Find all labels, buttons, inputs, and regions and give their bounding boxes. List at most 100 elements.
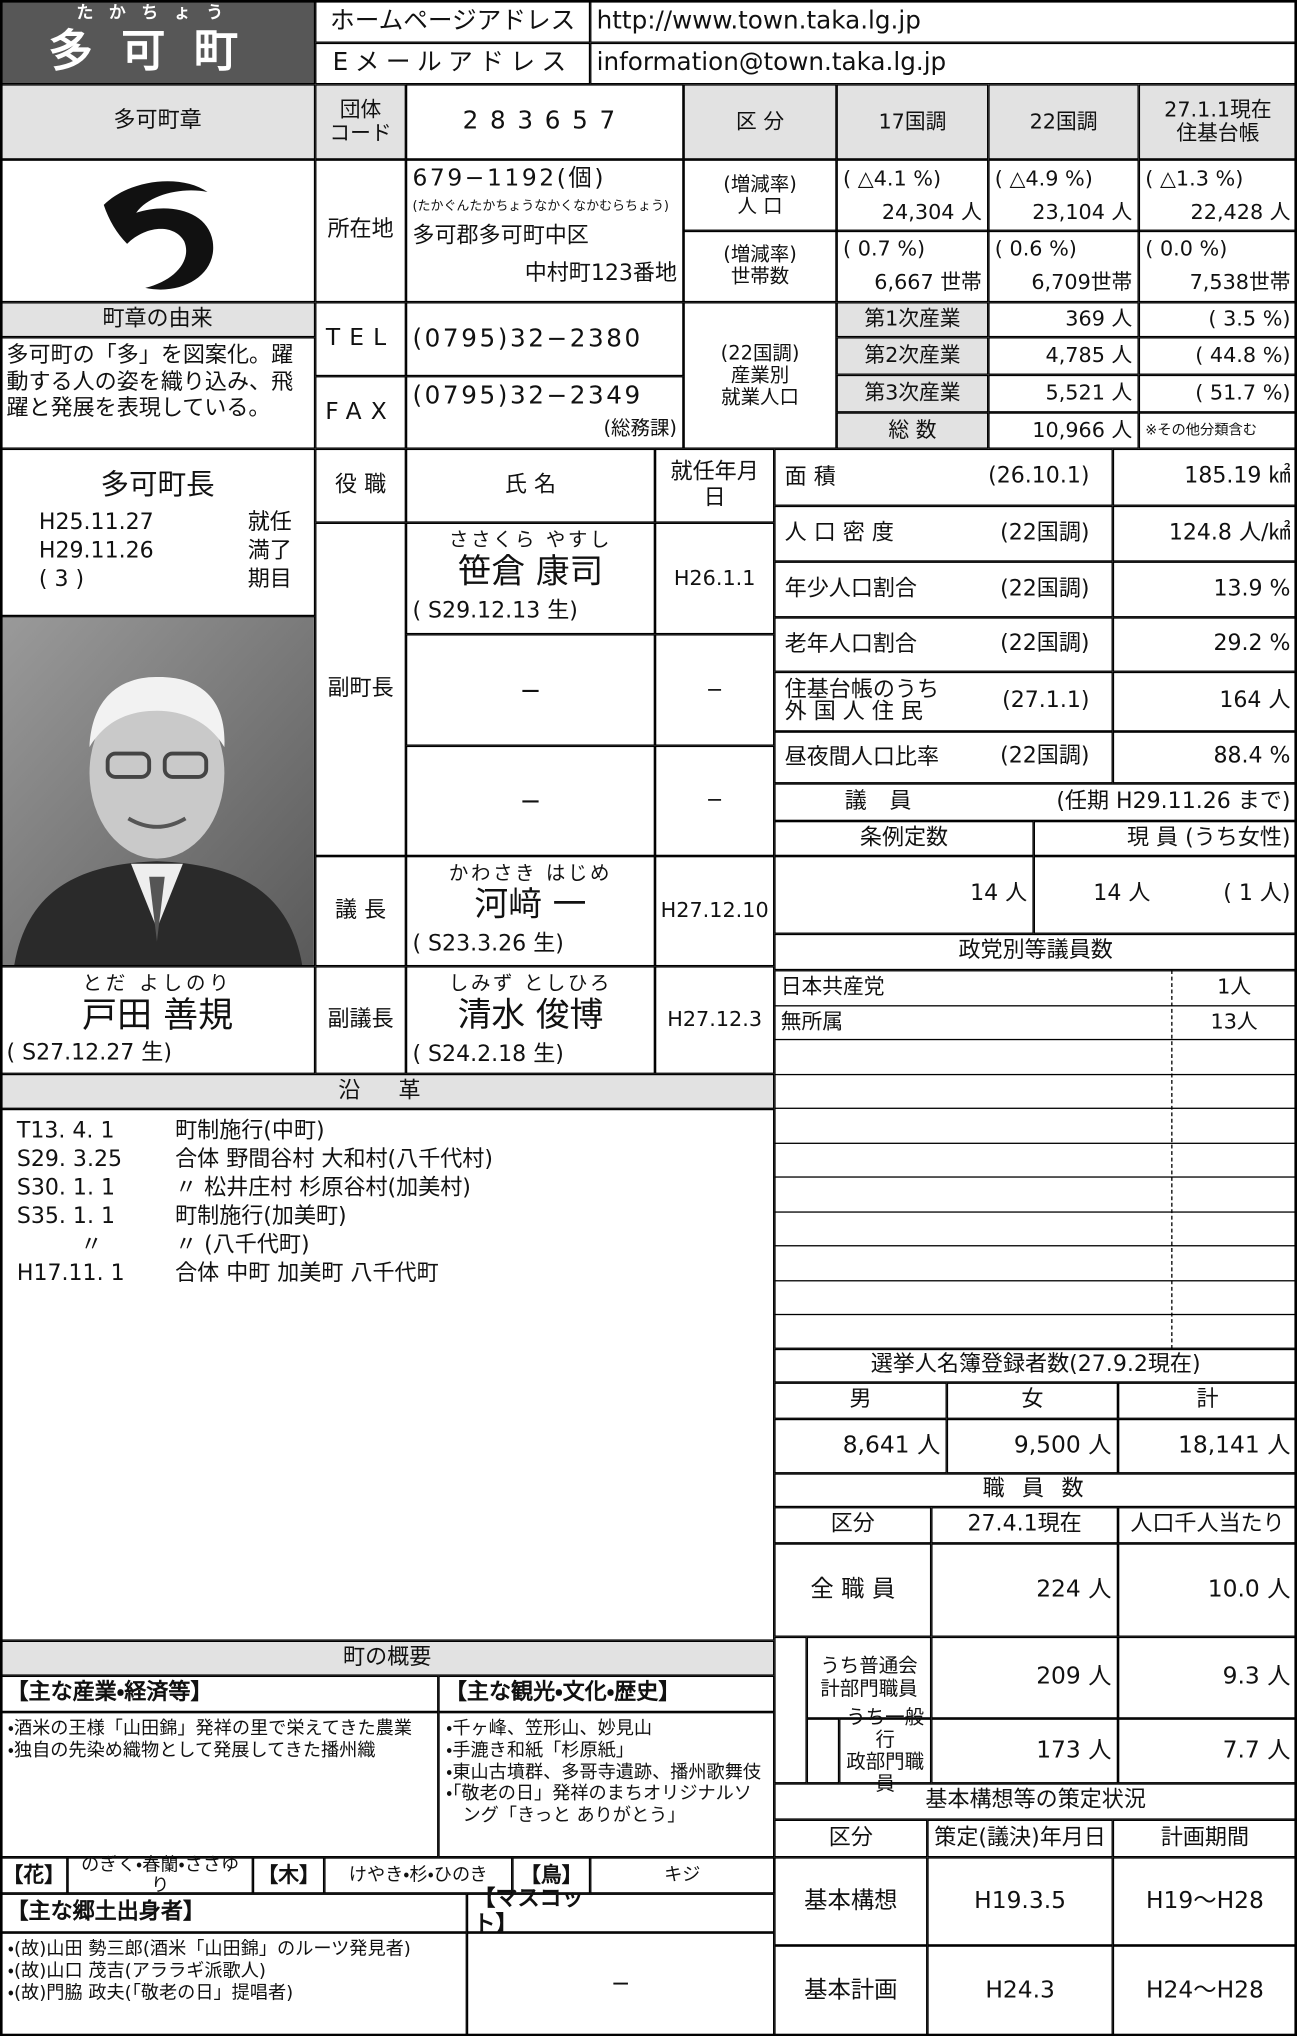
cell xyxy=(405,159,684,303)
cell xyxy=(927,1857,1113,1946)
history-event: 〃 松井庄村 杉原谷村(加美村) xyxy=(175,1175,471,1202)
cell xyxy=(836,337,989,375)
cell xyxy=(252,1857,325,1894)
column-header: 条例定数 xyxy=(859,824,949,851)
cell xyxy=(774,856,1034,934)
cell xyxy=(654,522,775,635)
row-header: (増減率) 人 口 xyxy=(723,172,797,218)
stat-note: (22国調) xyxy=(1000,743,1090,770)
list-item: ・(故)山田 勢三郎(酒米「山田錦」のルーツ発見者) xyxy=(7,1939,411,1960)
row-rule xyxy=(774,1210,1297,1213)
cell xyxy=(988,229,1139,303)
cell xyxy=(315,42,591,85)
staff-count: 173 人 xyxy=(1036,1736,1112,1764)
term-date: H25.11.27 xyxy=(38,510,154,536)
mayor-photo xyxy=(1,617,314,965)
industry: 第3次産業 xyxy=(864,380,961,406)
cell xyxy=(315,448,406,523)
mayor-name: 戸田 善規 xyxy=(81,996,234,1037)
history-date: S30. 1. 1 xyxy=(16,1175,116,1202)
history-event: 町制施行(加美町) xyxy=(175,1203,347,1230)
cell xyxy=(654,745,775,857)
town-name: 多可町 xyxy=(48,26,267,79)
rate: ( △4.1 %) xyxy=(843,165,942,191)
label: FAX xyxy=(325,397,396,425)
role: 副議長 xyxy=(327,1006,394,1033)
mayor-title: 多可町長 xyxy=(100,469,215,503)
party-seats: 1人 xyxy=(1217,974,1252,999)
count: 5,521 人 xyxy=(1045,380,1133,406)
label: 所在地 xyxy=(327,216,394,243)
list-item: ・千ヶ峰、笠形山、妙見山 xyxy=(446,1718,653,1740)
appointed-date: H27.12.3 xyxy=(667,1006,763,1032)
voters: 8,641 人 xyxy=(842,1431,941,1459)
appointed-date: − xyxy=(705,676,724,702)
stat-value: 185.19 ㎢ xyxy=(1184,463,1291,490)
count: 369 人 xyxy=(1065,306,1133,332)
cell xyxy=(946,1382,1119,1419)
cell xyxy=(315,522,406,857)
cell xyxy=(839,1718,932,1784)
official-kana: かわさき はじめ xyxy=(448,861,613,886)
term-date: ( 3 ) xyxy=(38,567,85,594)
appointed-date: H27.12.10 xyxy=(660,897,769,923)
stat-label: 年少人口割合 xyxy=(784,575,917,602)
count: 7,538世帯 xyxy=(1189,269,1291,295)
list-item: ・「敬老の日」発祥のまちオリジナルソング「きっと ありがとう」 xyxy=(446,1783,752,1827)
cell xyxy=(405,856,655,967)
staff-ratio: 7.7 人 xyxy=(1222,1736,1291,1764)
role: 副町長 xyxy=(327,675,394,702)
term-label: 満了 xyxy=(247,538,292,565)
party: 日本共産党 xyxy=(780,974,885,999)
column-header: 区 分 xyxy=(735,108,785,134)
cell xyxy=(774,821,1034,857)
cell xyxy=(0,302,316,338)
role: 議 長 xyxy=(335,897,387,924)
share: ( 51.7 %) xyxy=(1195,380,1291,406)
cell xyxy=(774,505,1113,562)
homepage: http://www.town.taka.lg.jp xyxy=(596,5,921,35)
industry: 第2次産業 xyxy=(864,342,961,368)
cell xyxy=(438,1675,775,1713)
share: ※その他分類含む xyxy=(1145,421,1258,438)
cell xyxy=(315,376,406,449)
emblem xyxy=(103,181,214,290)
column-header: 策定(議決)年月日 xyxy=(934,1824,1106,1851)
cell xyxy=(927,1819,1113,1858)
history-date: S35. 1. 1 xyxy=(16,1203,116,1230)
rate: ( △4.9 %) xyxy=(994,165,1093,191)
official-kana: ささくら やすし xyxy=(448,528,613,552)
official-name: 笹倉 康司 xyxy=(457,552,604,592)
count: 6,667 世帯 xyxy=(874,269,982,295)
list-item: ・東山古墳群、多哥寺遺跡、播州歌舞伎 xyxy=(446,1762,762,1783)
label: 【花】 xyxy=(2,1862,65,1887)
rate: ( △1.3 %) xyxy=(1145,165,1244,191)
stat-label: 住基台帳のうち 外 国 人 住 民 xyxy=(784,677,940,726)
row-rule xyxy=(774,1107,1297,1109)
industry-list: ・酒米の王様「山田錦」発祥の里で栄えてきた農業 ・独自の先染め織物として発展してき… xyxy=(0,1712,438,1857)
cell xyxy=(405,522,655,635)
stat-note: (22国調) xyxy=(1000,630,1090,657)
address-kana: (たかぐんたかちょうなかくなかむらちょう) xyxy=(412,200,670,215)
count: 4,785 人 xyxy=(1045,342,1133,368)
row-rule xyxy=(774,1245,1297,1247)
official-name: 清水 俊博 xyxy=(457,996,604,1036)
label: 【主な観光・文化・歴史】 xyxy=(444,1679,681,1706)
mascot: − xyxy=(610,1969,631,1997)
label: Eメールアドレス xyxy=(332,48,573,77)
cell xyxy=(774,1507,932,1544)
list-item: ・(故)山口 茂吉(アララギ派歌人) xyxy=(7,1960,266,1982)
cell xyxy=(931,1636,1119,1719)
section-title: 基本構想等の策定状況 xyxy=(925,1787,1146,1814)
label: 【木】 xyxy=(257,1862,320,1887)
stat-value: 124.8 人/㎢ xyxy=(1168,519,1291,546)
symbol: のぎく・春蘭・ささゆり xyxy=(81,1854,240,1897)
history-event: 町制施行(中町) xyxy=(175,1118,325,1145)
address: 中村町123番地 xyxy=(524,260,678,287)
cell xyxy=(774,1857,928,1946)
mayor-birth: ( S27.12.27 生) xyxy=(6,1040,172,1067)
staff-ratio: 10.0 人 xyxy=(1207,1575,1291,1603)
staff-category: 全 職 員 xyxy=(810,1575,896,1603)
cell xyxy=(774,1819,928,1858)
cell xyxy=(0,1073,775,1109)
